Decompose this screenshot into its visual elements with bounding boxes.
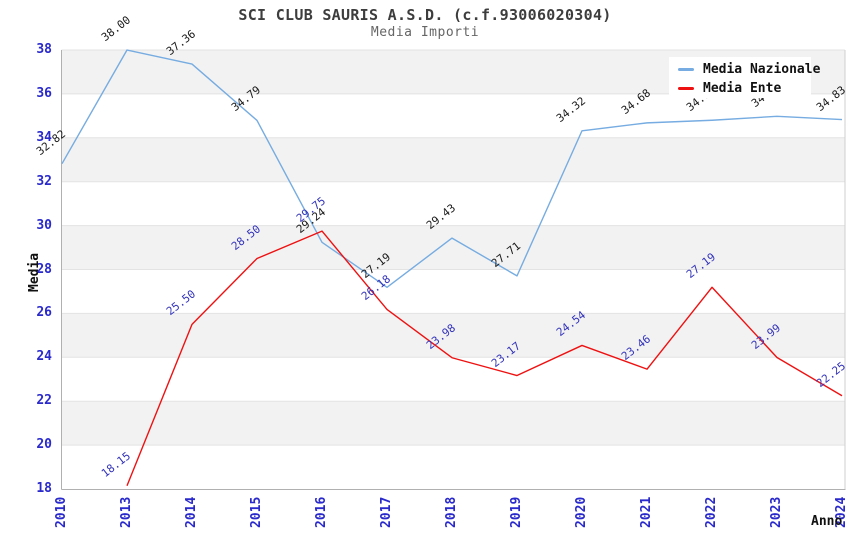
x-axis-title: Anno bbox=[811, 514, 843, 529]
grid-band bbox=[61, 401, 845, 446]
x-tick-label: 2023 bbox=[769, 496, 784, 528]
legend-swatch-nazionale-icon bbox=[678, 68, 694, 71]
x-tick-label: 2013 bbox=[119, 496, 134, 528]
y-tick-label: 26 bbox=[36, 305, 52, 321]
chart-title: SCI CLUB SAURIS A.S.D. (c.f.93006020304) bbox=[238, 6, 612, 24]
x-tick-label: 2015 bbox=[249, 496, 264, 528]
y-tick-label: 38 bbox=[36, 42, 52, 57]
x-tick-label: 2017 bbox=[379, 496, 394, 528]
media-nazionale-line bbox=[61, 49, 843, 288]
media-ente-line bbox=[126, 230, 843, 486]
legend-label-nazionale: Media Nazionale bbox=[703, 62, 821, 77]
grid-band bbox=[61, 225, 845, 270]
x-tick-label: 2018 bbox=[444, 496, 459, 528]
legend-item-nazionale: Media Nazionale bbox=[678, 60, 820, 79]
x-tick-label: 2010 bbox=[54, 496, 69, 528]
y-tick-label: 32 bbox=[36, 173, 52, 189]
legend: Media Nazionale Media Ente bbox=[669, 57, 820, 98]
y-axis-title: Media bbox=[27, 252, 42, 292]
legend-swatch-ente-icon bbox=[678, 87, 694, 90]
grid-band bbox=[61, 137, 845, 182]
y-tick-label: 22 bbox=[36, 393, 52, 409]
x-tick-label: 2020 bbox=[574, 496, 589, 528]
legend-label-ente: Media Ente bbox=[703, 81, 782, 96]
chart-subtitle: Media Importi bbox=[370, 25, 480, 40]
y-tick-label: 20 bbox=[36, 437, 52, 453]
grid-band bbox=[61, 313, 845, 358]
x-tick-label: 2019 bbox=[509, 496, 524, 528]
y-tick-label: 30 bbox=[36, 217, 52, 233]
y-tick-label: 36 bbox=[36, 85, 52, 101]
y-tick-label: 28 bbox=[36, 261, 52, 277]
x-tick-label: 2014 bbox=[184, 496, 199, 528]
legend-item-ente: Media Ente bbox=[678, 79, 811, 98]
y-tick-label: 34 bbox=[36, 129, 52, 145]
y-tick-label: 24 bbox=[36, 349, 52, 365]
y-tick-label: 18 bbox=[36, 481, 52, 496]
x-tick-label: 2022 bbox=[704, 496, 719, 528]
x-tick-label: 2016 bbox=[314, 496, 329, 528]
x-tick-label: 2021 bbox=[639, 496, 654, 528]
